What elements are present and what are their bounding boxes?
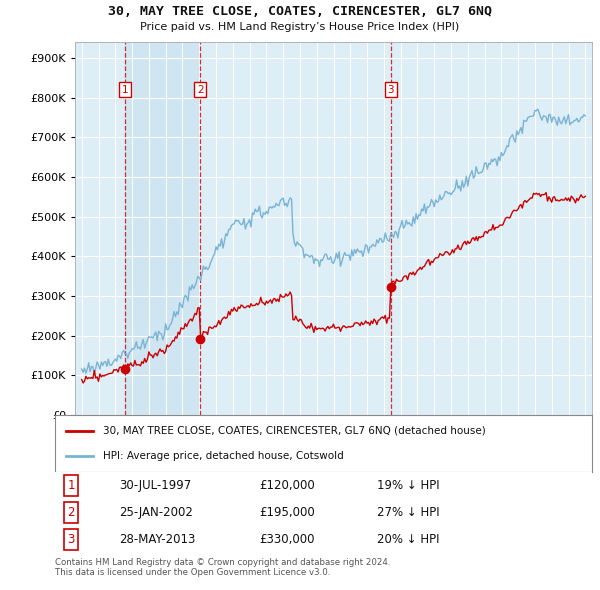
Text: 30, MAY TREE CLOSE, COATES, CIRENCESTER, GL7 6NQ: 30, MAY TREE CLOSE, COATES, CIRENCESTER,…: [108, 5, 492, 18]
Text: £120,000: £120,000: [259, 479, 315, 492]
Text: HPI: Average price, detached house, Cotswold: HPI: Average price, detached house, Cots…: [103, 451, 344, 461]
Text: 20% ↓ HPI: 20% ↓ HPI: [377, 533, 440, 546]
Text: 28-MAY-2013: 28-MAY-2013: [119, 533, 196, 546]
Text: £330,000: £330,000: [259, 533, 314, 546]
Text: 27% ↓ HPI: 27% ↓ HPI: [377, 506, 440, 519]
Text: Price paid vs. HM Land Registry’s House Price Index (HPI): Price paid vs. HM Land Registry’s House …: [140, 22, 460, 32]
Text: 19% ↓ HPI: 19% ↓ HPI: [377, 479, 440, 492]
Text: £195,000: £195,000: [259, 506, 315, 519]
Text: Contains HM Land Registry data © Crown copyright and database right 2024.
This d: Contains HM Land Registry data © Crown c…: [55, 558, 391, 578]
Bar: [125, 42, 200, 415]
Text: 3: 3: [388, 84, 394, 94]
Text: 2: 2: [67, 506, 75, 519]
Text: 25-JAN-2002: 25-JAN-2002: [119, 506, 193, 519]
Text: 30, MAY TREE CLOSE, COATES, CIRENCESTER, GL7 6NQ (detached house): 30, MAY TREE CLOSE, COATES, CIRENCESTER,…: [103, 426, 486, 436]
Text: 1: 1: [122, 84, 128, 94]
Text: 2: 2: [197, 84, 204, 94]
Text: 30-JUL-1997: 30-JUL-1997: [119, 479, 191, 492]
Text: 1: 1: [67, 479, 75, 492]
Text: 3: 3: [67, 533, 75, 546]
